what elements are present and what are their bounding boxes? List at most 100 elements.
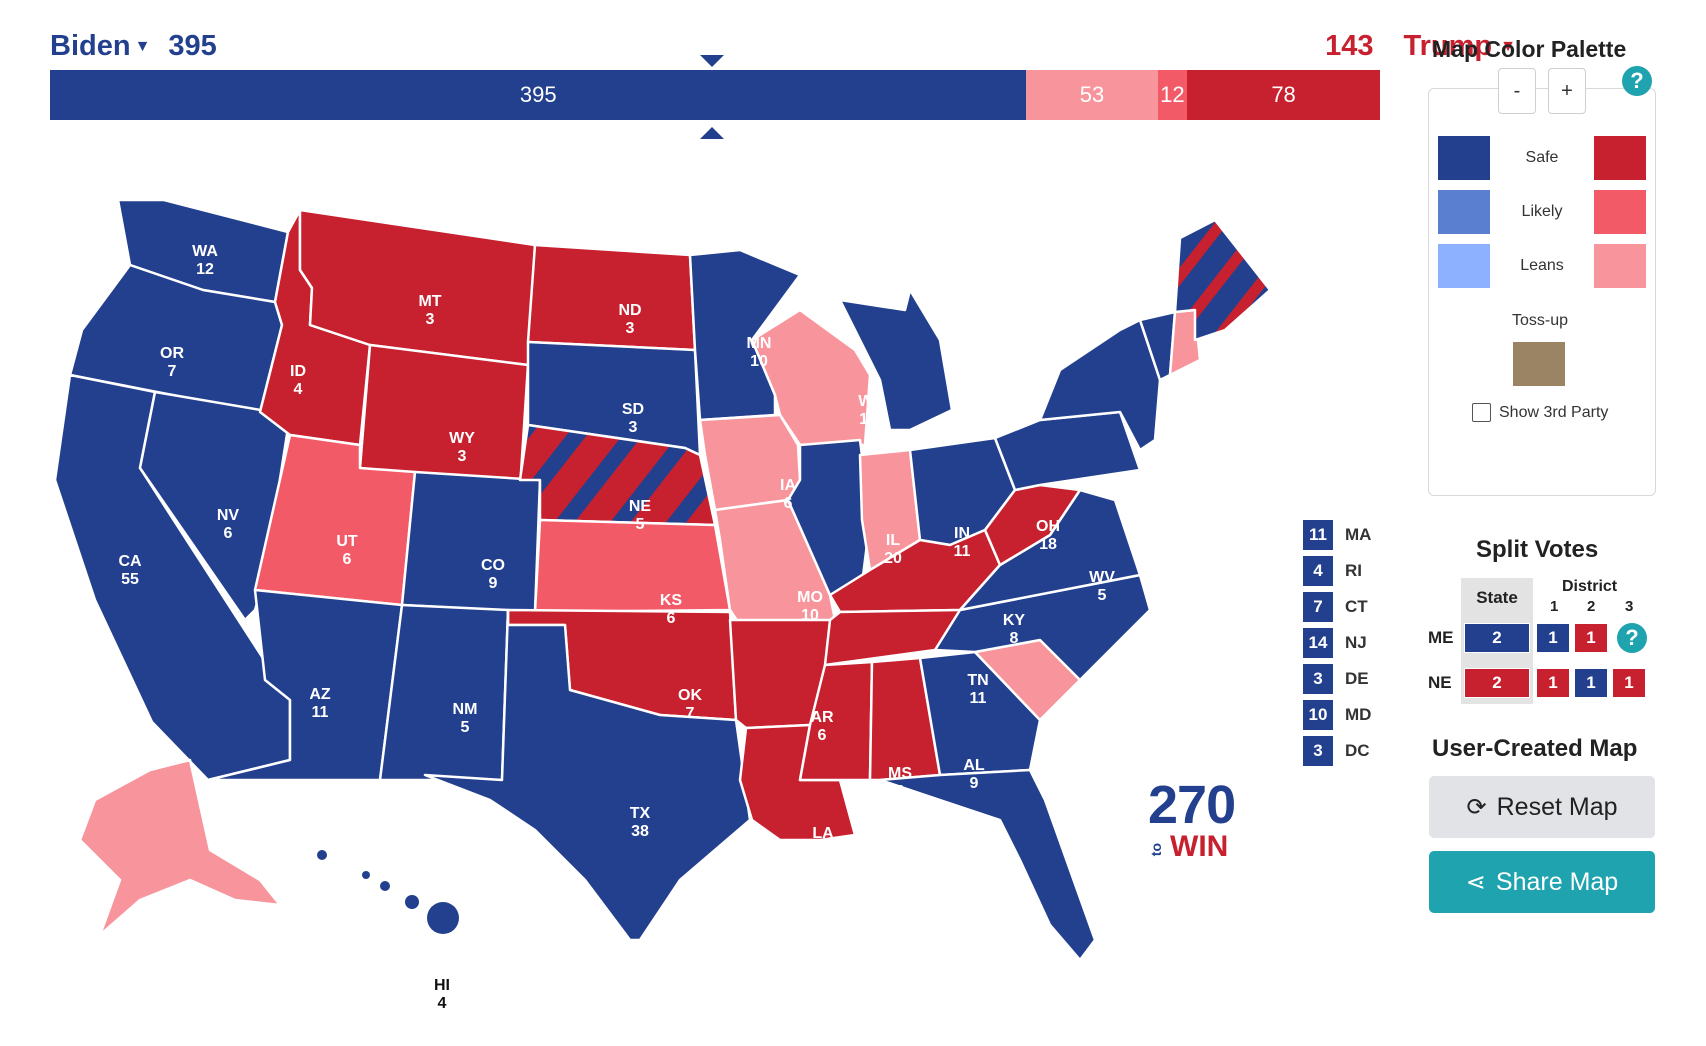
label-az: AZ 11 <box>309 686 331 721</box>
share-map-label: Share Map <box>1495 867 1619 896</box>
state-hi[interactable] <box>427 902 459 934</box>
state-ks[interactable] <box>533 518 732 614</box>
logo-to: to <box>1148 842 1164 856</box>
small-state-ma[interactable]: 11 MA <box>1303 517 1371 553</box>
small-state-ev[interactable]: 3 <box>1303 736 1333 766</box>
split-ne-d3[interactable]: 1 <box>1612 668 1646 698</box>
label-ks: KS 6 <box>660 592 683 627</box>
palette-row-likely: Likely <box>1438 190 1646 234</box>
palette-title: Map Color Palette <box>1432 36 1627 62</box>
small-state-ct[interactable]: 7 CT <box>1303 589 1371 625</box>
user-created-map-title: User-Created Map <box>1432 735 1638 762</box>
third-party-checkbox[interactable] <box>1472 403 1491 422</box>
swatch-safe-dem[interactable] <box>1438 136 1490 180</box>
split-me-d1[interactable]: 1 <box>1536 623 1570 653</box>
swatch-safe-rep[interactable] <box>1594 136 1646 180</box>
split-ne-d1[interactable]: 1 <box>1536 668 1570 698</box>
small-state-de[interactable]: 3 DE <box>1303 661 1371 697</box>
label-or: OR 7 <box>160 345 184 380</box>
label-sc: SC 9 <box>1115 709 1138 744</box>
state-pa[interactable] <box>993 410 1142 492</box>
bar-segment-safe-dem: 395 <box>50 70 1027 120</box>
share-icon: ⋖ <box>1465 868 1486 896</box>
state-fl[interactable] <box>878 768 1097 962</box>
small-state-ev[interactable]: 10 <box>1303 700 1333 730</box>
label-co: CO 9 <box>481 557 505 592</box>
small-state-ev[interactable]: 4 <box>1303 556 1333 586</box>
state-nc[interactable] <box>933 573 1152 682</box>
district-3-header: 3 <box>1625 598 1634 615</box>
small-state-ev[interactable]: 11 <box>1303 520 1333 550</box>
label-al: AL 9 <box>963 757 985 792</box>
small-state-nj[interactable]: 14 NJ <box>1303 625 1371 661</box>
logo-number: 270 <box>1148 775 1236 835</box>
small-state-abbr: RI <box>1345 561 1362 580</box>
zoom-out-button[interactable]: - <box>1498 68 1536 114</box>
label-ok: OK 7 <box>678 687 702 722</box>
label-wy: WY 3 <box>449 430 475 465</box>
state-hi-island[interactable] <box>380 881 390 891</box>
state-nm[interactable] <box>378 603 510 782</box>
swatch-leans-rep[interactable] <box>1594 244 1646 288</box>
state-co[interactable] <box>400 470 542 614</box>
palette-box <box>1428 88 1656 496</box>
label-wv: WV 5 <box>1089 569 1115 604</box>
small-state-ev[interactable]: 14 <box>1303 628 1333 658</box>
state-ga[interactable] <box>918 650 1042 777</box>
split-me-state[interactable]: 2 <box>1464 623 1530 653</box>
split-me-d2[interactable]: 1 <box>1574 623 1608 653</box>
split-ne-label: NE <box>1428 673 1452 692</box>
state-hi-island[interactable] <box>405 895 419 909</box>
chevron-down-icon[interactable]: ▼ <box>1500 38 1516 56</box>
state-hi-island[interactable] <box>362 871 370 879</box>
show-third-party[interactable]: Show 3rd Party <box>1472 403 1608 422</box>
palette-label-likely: Likely <box>1521 203 1563 220</box>
share-map-button[interactable]: ⋖ Share Map <box>1429 851 1655 913</box>
small-state-dc[interactable]: 3 DC <box>1303 733 1371 769</box>
swatch-likely-rep[interactable] <box>1594 190 1646 234</box>
small-state-ev[interactable]: 7 <box>1303 592 1333 622</box>
state-wi[interactable] <box>750 308 872 447</box>
zoom-in-button[interactable]: + <box>1548 68 1586 114</box>
chevron-down-icon[interactable]: ▼ <box>134 38 151 56</box>
biden-candidate-select[interactable]: Biden <box>50 30 131 62</box>
state-me[interactable] <box>1173 218 1272 342</box>
label-id: ID 4 <box>290 363 306 398</box>
split-votes-title: Split Votes <box>1476 536 1599 563</box>
label-ca: CA 55 <box>118 553 142 588</box>
reset-map-button[interactable]: ⟳ Reset Map <box>1429 776 1655 838</box>
swatch-likely-dem[interactable] <box>1438 190 1490 234</box>
state-hi-island[interactable] <box>317 850 327 860</box>
split-ne-d2[interactable]: 1 <box>1574 668 1608 698</box>
biden-header: Biden ▼ 395 <box>50 30 217 63</box>
swatch-leans-dem[interactable] <box>1438 244 1490 288</box>
state-tx[interactable] <box>423 608 752 942</box>
small-state-md[interactable]: 10 MD <box>1303 697 1371 733</box>
palette-label-tossup: Toss-up <box>1512 312 1569 329</box>
logo-win: WIN <box>1170 830 1229 863</box>
small-state-abbr: NJ <box>1345 633 1367 652</box>
small-state-abbr: CT <box>1345 597 1368 616</box>
swatch-tossup[interactable] <box>1513 342 1565 386</box>
label-ut: UT 6 <box>336 533 358 568</box>
label-sd: SD 3 <box>622 401 644 436</box>
state-nd[interactable] <box>526 243 697 352</box>
small-state-ri[interactable]: 4 RI <box>1303 553 1371 589</box>
state-mi[interactable] <box>838 288 954 432</box>
bar-segment-safe-rep: 78 <box>1187 70 1380 120</box>
trump-candidate-select[interactable]: Trump <box>1403 30 1493 62</box>
label-fl: FL 29 <box>1116 873 1136 908</box>
palette-help-icon[interactable]: ? <box>1622 66 1652 96</box>
state-ak[interactable] <box>78 758 282 937</box>
small-state-abbr: MD <box>1345 705 1372 724</box>
split-ne-state[interactable]: 2 <box>1464 668 1530 698</box>
third-party-label: Show 3rd Party <box>1499 403 1609 421</box>
label-pa: PA 20 <box>1154 475 1175 510</box>
state-wy[interactable] <box>358 343 530 490</box>
split-votes-help-icon[interactable]: ? <box>1617 623 1647 653</box>
small-state-abbr: DE <box>1345 669 1369 688</box>
state-labels: WA 12 OR 7 CA 55 NV 6 ID 4 MT 3 WY 3 UT 6 AZ 11 C… <box>118 243 1292 1012</box>
label-ia: IA 6 <box>780 477 796 512</box>
small-state-ev[interactable]: 3 <box>1303 664 1333 694</box>
label-hi: HI 4 <box>434 977 450 1012</box>
